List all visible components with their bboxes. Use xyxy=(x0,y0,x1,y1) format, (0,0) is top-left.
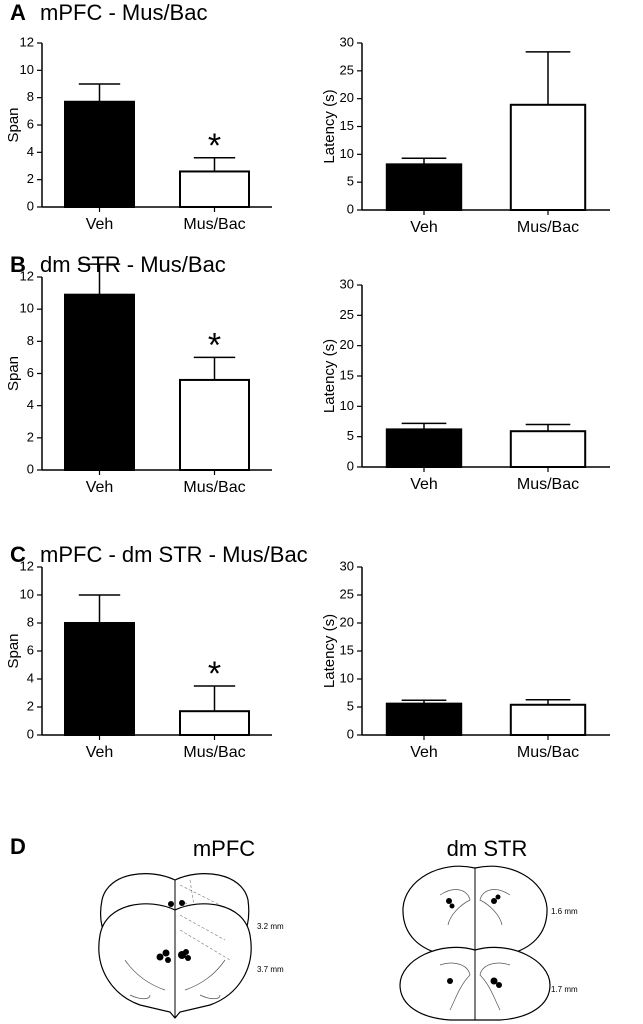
y-tick-label: 25 xyxy=(340,62,354,77)
y-tick-label: 8 xyxy=(27,89,34,104)
y-tick-label: 2 xyxy=(27,429,34,444)
y-tick-label: 10 xyxy=(340,670,354,685)
y-tick-label: 0 xyxy=(27,461,34,476)
y-tick-label: 30 xyxy=(340,34,354,49)
x-tick-label: Veh xyxy=(86,744,114,761)
y-tick-label: 8 xyxy=(27,333,34,348)
bar xyxy=(385,428,463,468)
y-tick-label: 0 xyxy=(27,726,34,741)
significance-marker: * xyxy=(208,326,221,364)
x-tick-label: Veh xyxy=(410,476,438,493)
bar xyxy=(385,163,463,211)
y-tick-label: 10 xyxy=(20,586,34,601)
x-tick-label: Mus/Bac xyxy=(183,216,245,233)
x-tick-label: Mus/Bac xyxy=(517,219,579,236)
y-tick-label: 15 xyxy=(340,367,354,382)
y-axis-label: Latency (s) xyxy=(321,89,338,163)
y-axis-label: Span xyxy=(5,107,22,142)
y-tick-label: 20 xyxy=(340,337,354,352)
x-tick-label: Mus/Bac xyxy=(183,744,245,761)
y-tick-label: 10 xyxy=(20,301,34,316)
level-label: 3.7 mm xyxy=(257,965,284,974)
y-tick-label: 10 xyxy=(340,398,354,413)
x-tick-label: Mus/Bac xyxy=(517,476,579,493)
bar xyxy=(64,622,135,736)
panel-label: A xyxy=(10,0,26,25)
y-tick-label: 25 xyxy=(340,307,354,322)
y-tick-label: 0 xyxy=(347,458,354,473)
y-tick-label: 12 xyxy=(20,558,34,573)
level-label: 1.7 mm xyxy=(551,985,578,994)
brain-drawing xyxy=(98,873,252,1019)
y-tick-label: 5 xyxy=(347,698,354,713)
significance-marker: * xyxy=(208,127,221,165)
significance-marker: * xyxy=(208,655,221,693)
y-tick-label: 0 xyxy=(347,201,354,216)
y-axis-label: Latency (s) xyxy=(321,614,338,688)
brain-drawing xyxy=(399,865,551,1021)
y-axis-label: Span xyxy=(5,356,22,391)
y-tick-label: 15 xyxy=(340,118,354,133)
y-axis-label: Latency (s) xyxy=(321,339,338,413)
bar xyxy=(64,293,135,472)
y-tick-label: 12 xyxy=(20,268,34,283)
x-tick-label: Veh xyxy=(86,216,114,233)
y-tick-label: 5 xyxy=(347,428,354,443)
x-tick-label: Mus/Bac xyxy=(517,744,579,761)
y-tick-label: 30 xyxy=(340,558,354,573)
y-tick-label: 0 xyxy=(347,726,354,741)
x-tick-label: Veh xyxy=(410,744,438,761)
panel-label: B xyxy=(10,252,26,277)
y-tick-label: 8 xyxy=(27,614,34,629)
x-tick-label: Mus/Bac xyxy=(183,479,245,496)
x-tick-label: Veh xyxy=(410,219,438,236)
y-tick-label: 30 xyxy=(340,276,354,291)
bar xyxy=(509,103,587,211)
level-label: 3.2 mm xyxy=(257,922,284,931)
bar xyxy=(509,430,587,468)
y-tick-label: 2 xyxy=(27,698,34,713)
bar xyxy=(385,702,463,737)
bar xyxy=(179,710,250,737)
y-axis-label: Span xyxy=(5,633,22,668)
bar xyxy=(509,703,587,737)
bar xyxy=(179,378,250,471)
y-tick-label: 6 xyxy=(27,642,34,657)
bar xyxy=(64,100,135,208)
y-tick-label: 4 xyxy=(27,397,34,412)
level-label: 1.6 mm xyxy=(551,907,578,916)
y-tick-label: 4 xyxy=(27,670,34,685)
y-tick-label: 6 xyxy=(27,116,34,131)
y-tick-label: 4 xyxy=(27,144,34,159)
y-tick-label: 10 xyxy=(20,62,34,77)
y-tick-label: 20 xyxy=(340,614,354,629)
y-tick-label: 25 xyxy=(340,586,354,601)
y-tick-label: 5 xyxy=(347,174,354,189)
panel-title: mPFC - dm STR - Mus/Bac xyxy=(40,542,308,567)
y-tick-label: 20 xyxy=(340,90,354,105)
bar xyxy=(179,170,250,208)
section-title: dm STR xyxy=(447,836,528,861)
panel-title: dm STR - Mus/Bac xyxy=(40,252,226,277)
x-tick-label: Veh xyxy=(86,479,114,496)
y-tick-label: 0 xyxy=(27,198,34,213)
y-tick-label: 2 xyxy=(27,171,34,186)
y-tick-label: 12 xyxy=(20,34,34,49)
panel-d: D mPFC dm STR 3.2 mm 3.7 mm xyxy=(10,834,578,1021)
y-tick-label: 15 xyxy=(340,642,354,657)
panel-label: C xyxy=(10,542,26,567)
section-title: mPFC xyxy=(193,836,255,861)
panel-label: D xyxy=(10,834,26,859)
y-tick-label: 10 xyxy=(340,146,354,161)
panel-title: mPFC - Mus/Bac xyxy=(40,0,207,25)
y-tick-label: 6 xyxy=(27,365,34,380)
